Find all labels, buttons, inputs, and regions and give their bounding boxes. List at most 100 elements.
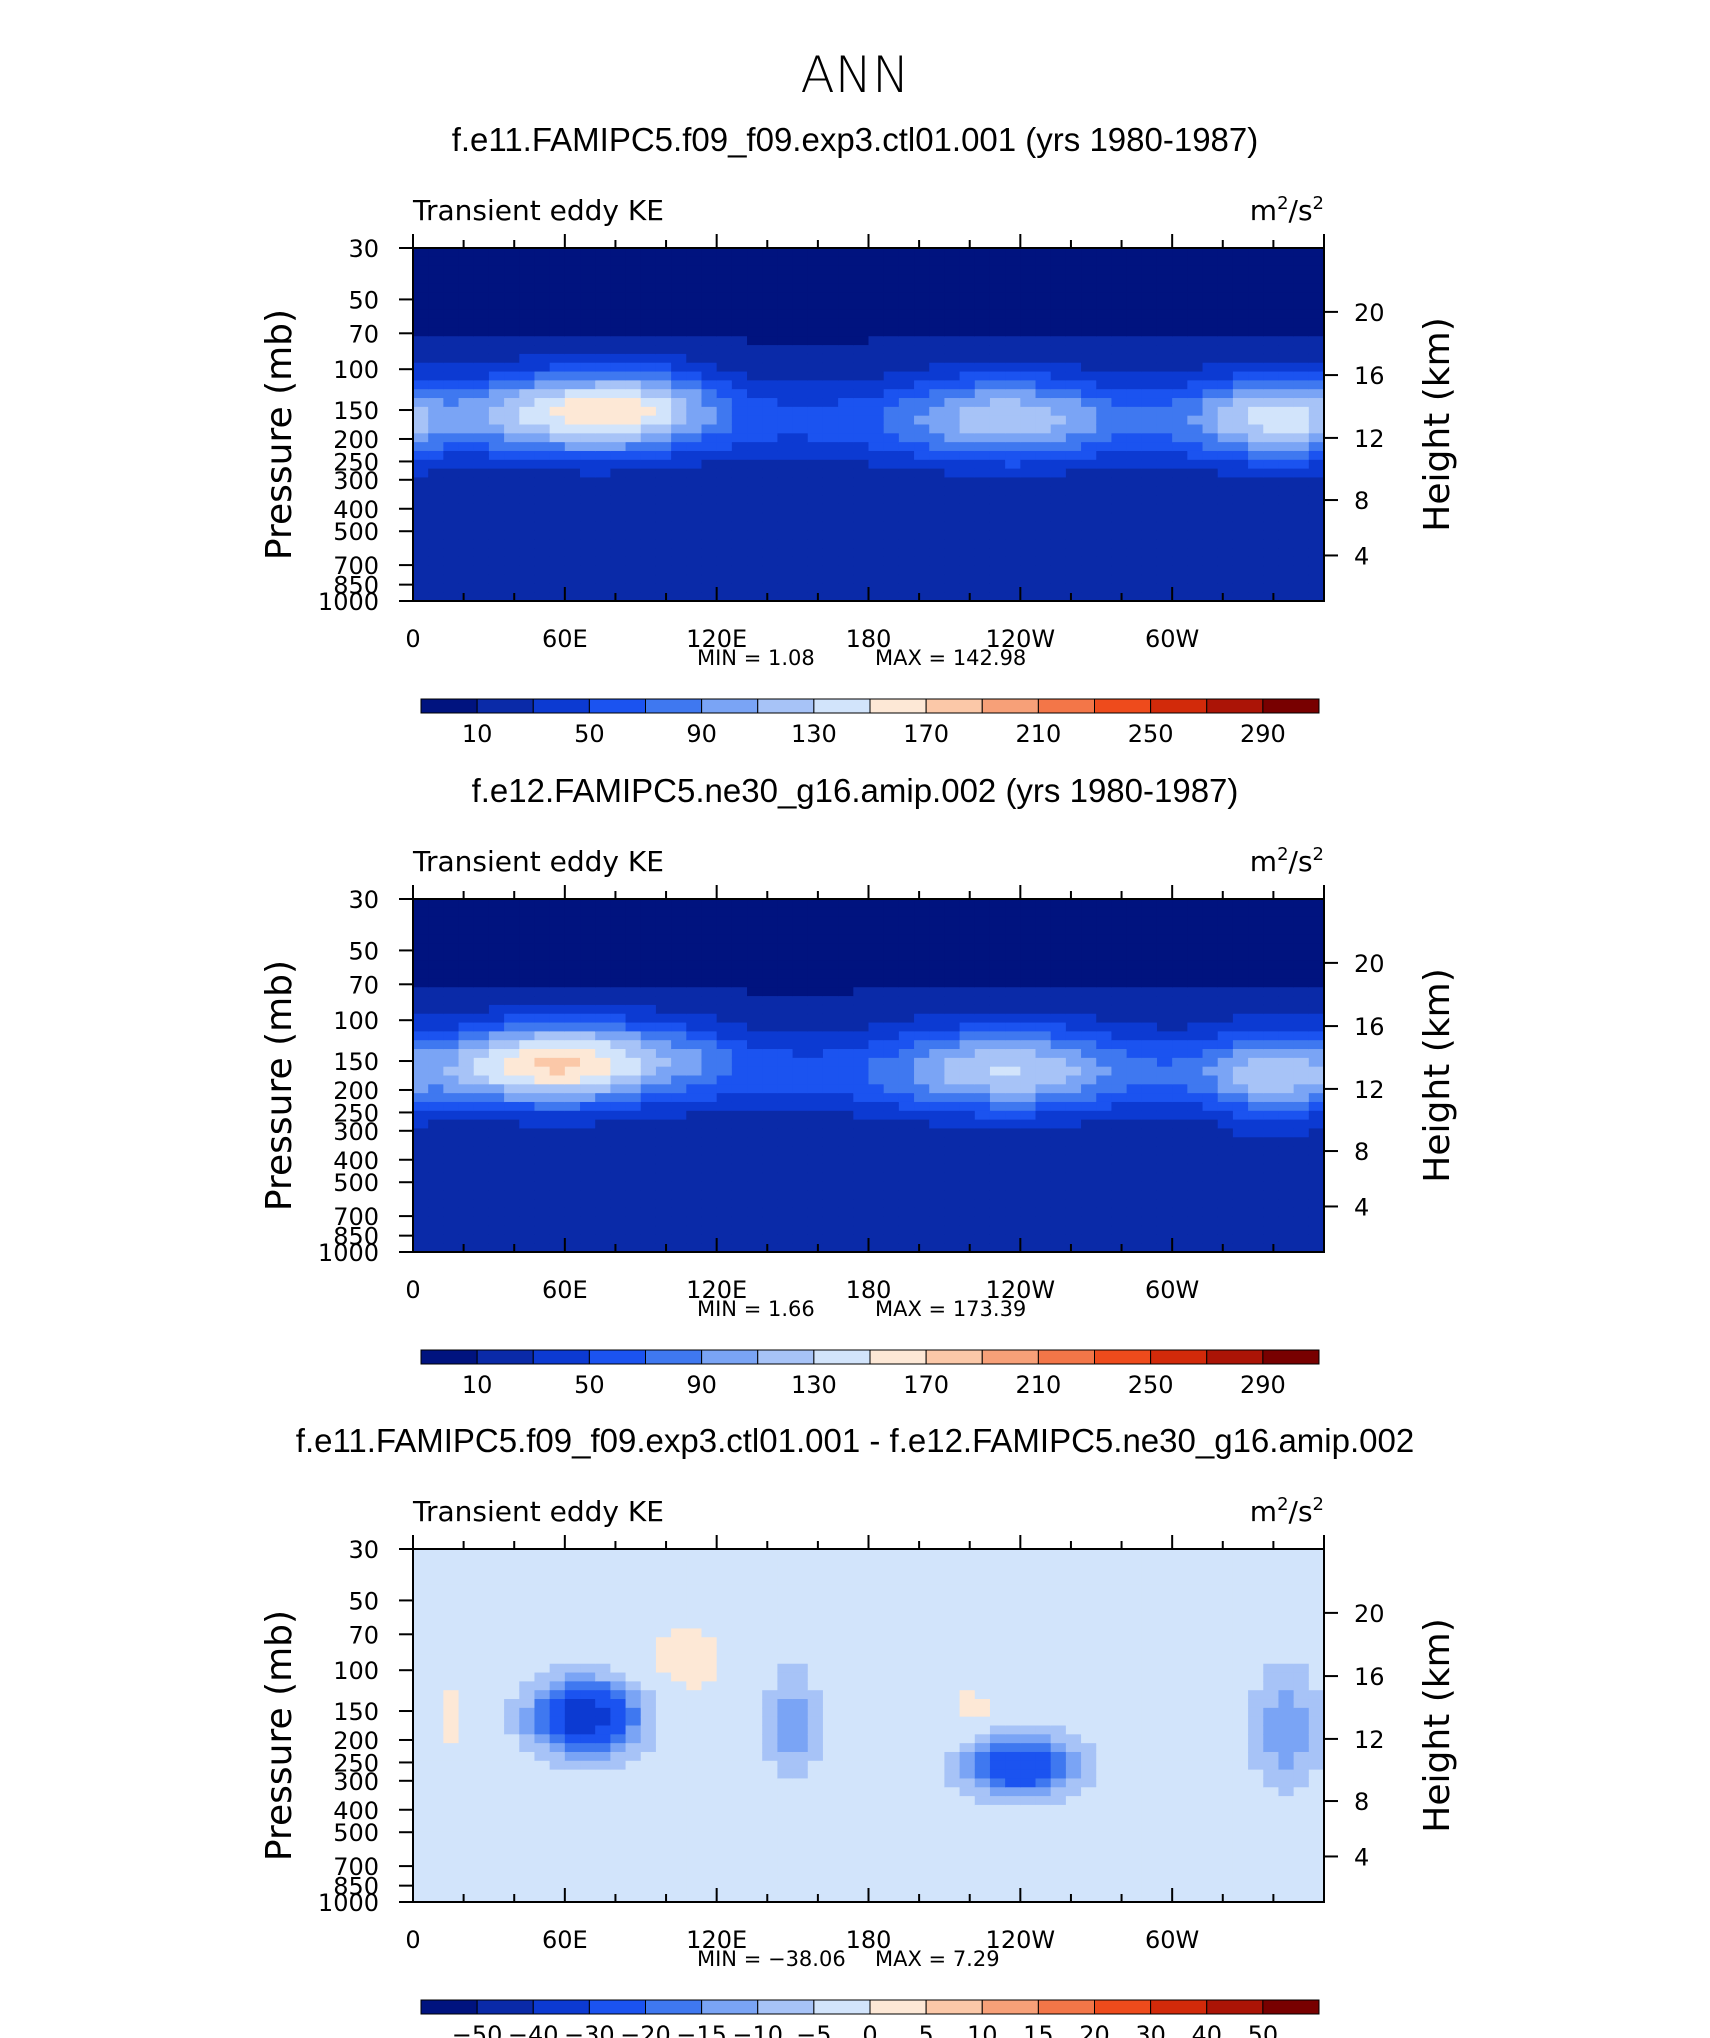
field-cell (1096, 318, 1113, 329)
field-cell (1217, 1084, 1234, 1094)
field-cell (1050, 574, 1067, 584)
field-cell (504, 592, 520, 602)
field-cell (671, 925, 687, 935)
field-cell (655, 1013, 672, 1024)
colorbar-label: 290 (1240, 720, 1286, 748)
field-cell (1096, 450, 1113, 461)
field-cell (701, 309, 718, 320)
field-cell (838, 433, 854, 443)
field-cell (1081, 1066, 1097, 1077)
field-cell (883, 477, 900, 487)
field-cell (1308, 899, 1325, 909)
field-cell (610, 1154, 627, 1165)
field-cell (580, 943, 596, 953)
field-cell (898, 521, 915, 531)
field-cell (1065, 943, 1082, 953)
field-cell (959, 574, 976, 584)
field-cell (1141, 574, 1158, 584)
field-cell (1126, 978, 1143, 988)
field-cell (1263, 565, 1280, 576)
field-cell (1248, 1234, 1264, 1244)
field-cell (519, 1128, 536, 1138)
field-cell (701, 415, 718, 426)
field-cell (1278, 592, 1295, 602)
field-cell (1278, 1172, 1295, 1182)
field-cell (1308, 327, 1325, 337)
field-cell (1035, 951, 1052, 962)
field-cell (504, 1093, 520, 1103)
field-cell (443, 362, 460, 373)
field-cell (929, 583, 946, 593)
field-cell (807, 503, 824, 514)
field-cell (1156, 353, 1173, 364)
field-cell (1050, 916, 1067, 927)
field-cell (914, 907, 930, 918)
field-cell (929, 450, 946, 461)
field-cell (1187, 530, 1204, 540)
field-cell (580, 256, 596, 267)
field-cell (989, 539, 1006, 549)
field-cell (747, 1137, 763, 1147)
field-cell (564, 1110, 581, 1121)
field-cell (883, 442, 900, 452)
field-cell (701, 1040, 718, 1050)
field-cell (838, 1234, 854, 1244)
field-cell (443, 1013, 460, 1024)
field-cell (686, 274, 703, 284)
field-cell (655, 530, 672, 540)
field-cell (1050, 283, 1067, 293)
field-cell (959, 1049, 976, 1059)
field-cell (686, 424, 703, 434)
field-cell (1065, 1137, 1082, 1147)
field-cell (671, 1137, 687, 1147)
field-cell (731, 274, 748, 284)
field-cell (868, 978, 885, 988)
field-cell (974, 1137, 991, 1147)
field-cell (989, 1181, 1006, 1191)
field-cell (564, 1172, 581, 1182)
field-cell (1020, 548, 1037, 558)
field-cell (1217, 1172, 1234, 1182)
field-cell (1141, 960, 1158, 971)
field-cell (838, 1190, 854, 1200)
field-cell (914, 389, 930, 399)
field-cell (1187, 1101, 1204, 1112)
field-cell (989, 318, 1006, 329)
field-cell (1035, 907, 1052, 918)
field-cell (914, 916, 930, 927)
field-cell (1065, 1199, 1082, 1209)
field-cell (1081, 345, 1097, 355)
field-cell (1248, 495, 1264, 505)
field-cell (762, 1190, 778, 1200)
field-cell (807, 592, 824, 602)
field-cell (929, 495, 946, 505)
field-cell (1156, 574, 1173, 584)
field-cell (473, 433, 490, 443)
field-cell (1248, 1022, 1264, 1032)
field-cell (1202, 1172, 1219, 1182)
field-cell (564, 450, 581, 461)
field-cell (1278, 1216, 1295, 1227)
field-cell (1141, 256, 1158, 267)
field-cell (1202, 468, 1219, 479)
field-cell (883, 300, 900, 311)
field-cell (1005, 1216, 1021, 1227)
y-tick-label: 30 (348, 886, 379, 914)
field-cell (595, 398, 611, 408)
field-cell (883, 951, 900, 962)
field-cell (686, 1004, 703, 1015)
field-cell (898, 530, 915, 540)
field-cell (1202, 1004, 1219, 1015)
field-cell (1050, 477, 1067, 487)
field-cell (838, 353, 854, 364)
field-cell (1293, 450, 1310, 461)
field-cell (822, 1119, 839, 1130)
field-cell (1202, 987, 1219, 997)
field-cell (580, 1137, 596, 1147)
field-cell (1263, 548, 1280, 558)
field-cell (534, 486, 551, 496)
field-cell (1035, 283, 1052, 293)
field-cell (1278, 1181, 1295, 1191)
field-cell (1232, 1154, 1249, 1165)
field-cell (1141, 406, 1158, 417)
